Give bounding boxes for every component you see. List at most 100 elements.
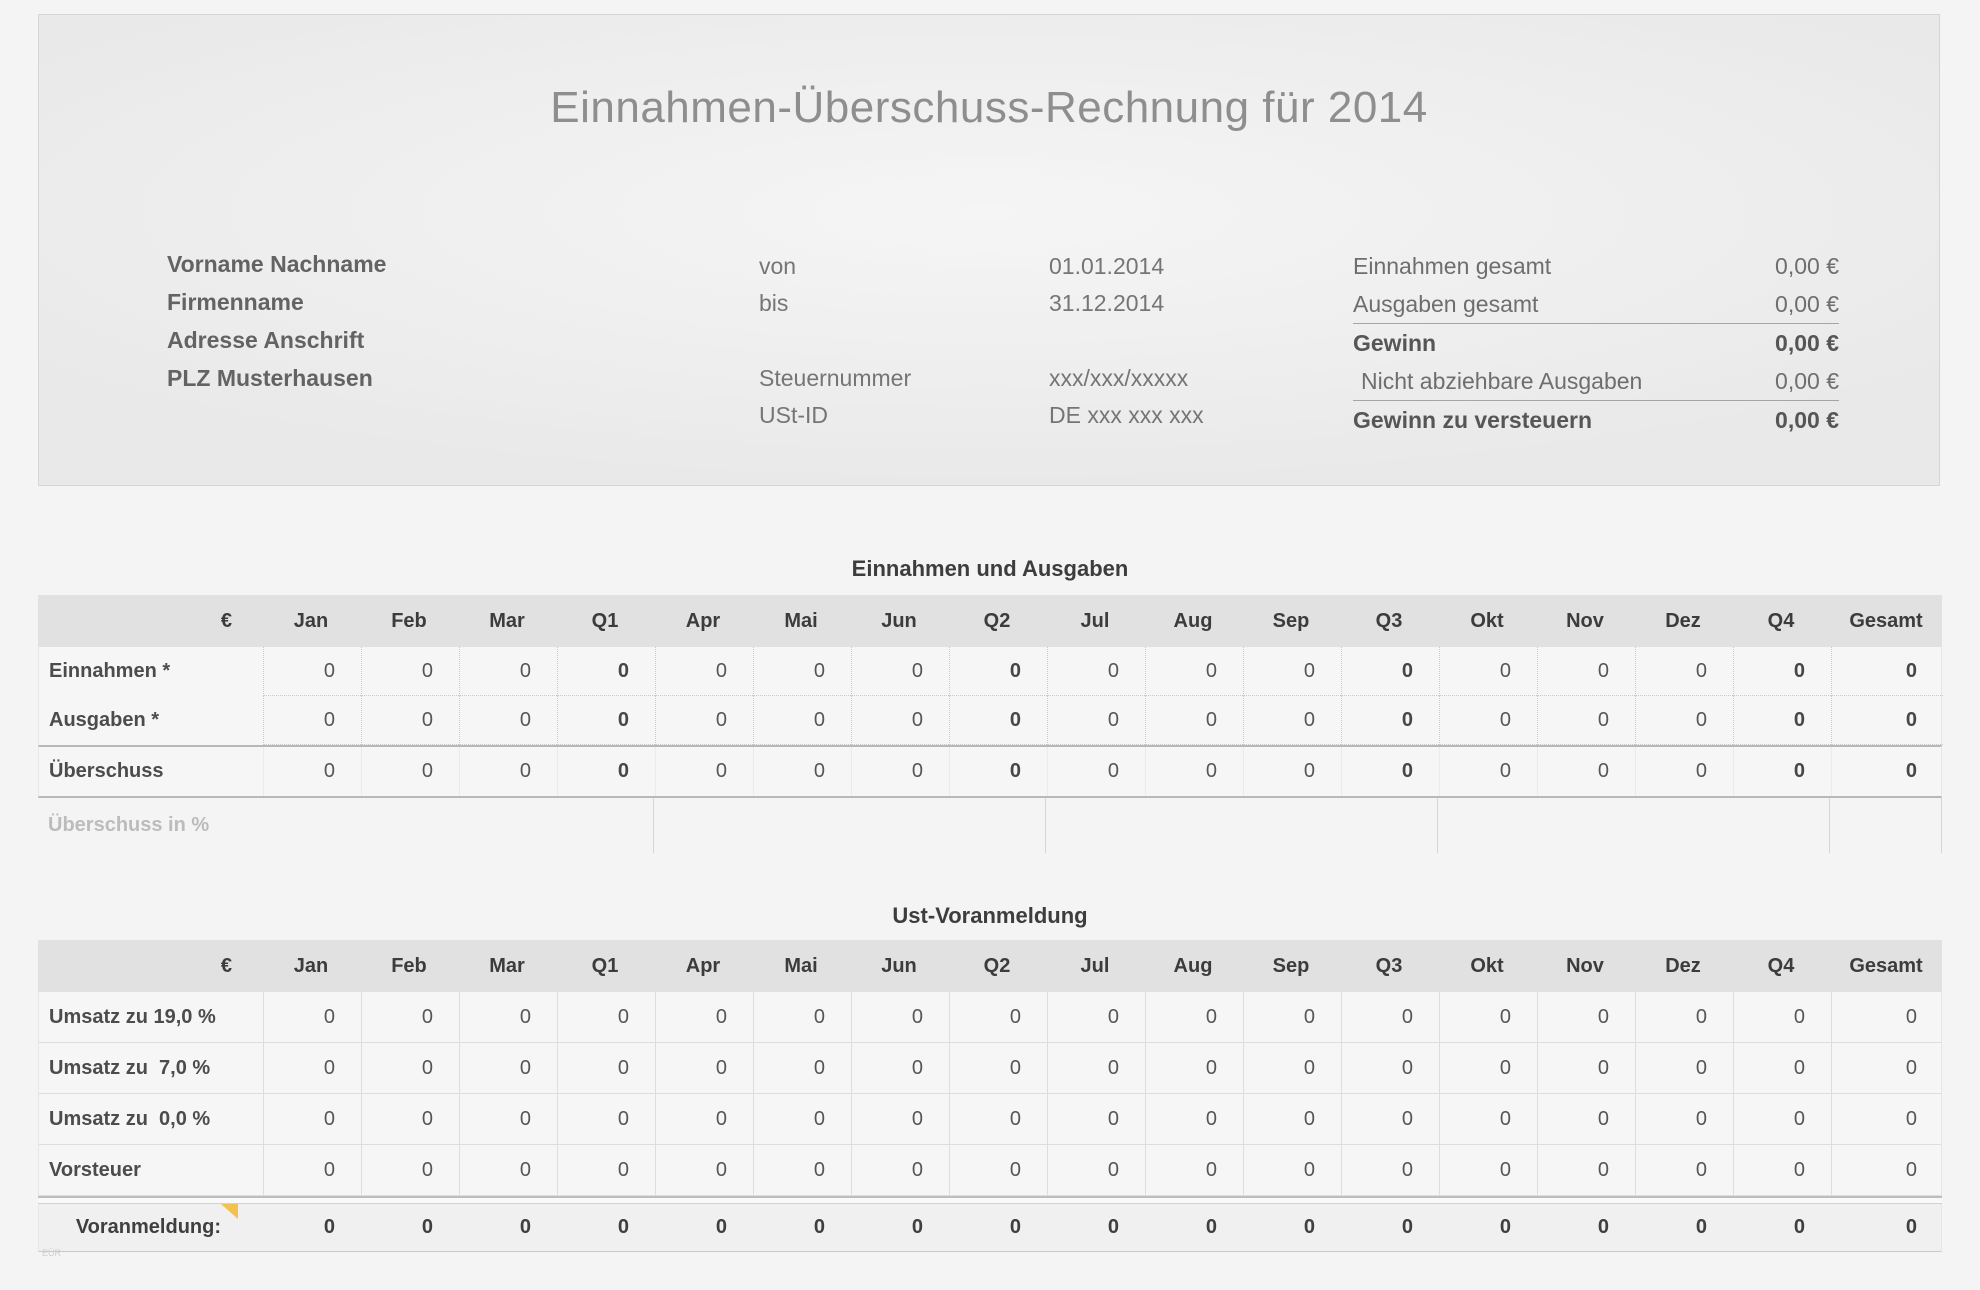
value-cell[interactable]: 0 — [361, 1043, 459, 1093]
row-label-cell[interactable]: Umsatz zu 7,0 % — [49, 1056, 211, 1079]
value-cell[interactable]: 0 — [949, 1094, 1047, 1144]
period-to-value[interactable]: 31.12.2014 — [1049, 290, 1165, 316]
value-cell[interactable]: 0 — [557, 1094, 655, 1144]
column-header-cell[interactable]: Mar — [489, 609, 525, 632]
value-cell[interactable] — [556, 798, 654, 853]
value-cell[interactable]: 0 — [1831, 992, 1943, 1042]
value-cell[interactable]: 0 — [851, 647, 949, 696]
value-cell[interactable]: 0 — [1831, 1094, 1943, 1144]
value-cell[interactable]: 0 — [1047, 992, 1145, 1042]
value-cell[interactable]: 0 — [655, 1145, 753, 1195]
column-header-cell[interactable]: Jun — [881, 609, 917, 632]
value-cell[interactable]: 0 — [655, 696, 753, 745]
value-cell[interactable]: 0 — [421, 1216, 433, 1238]
value-cell[interactable]: 0 — [1243, 696, 1341, 745]
value-cell[interactable]: 0 — [1831, 1145, 1943, 1195]
column-header-cell[interactable]: Jul — [1080, 609, 1110, 632]
column-header-cell[interactable]: Q3 — [1375, 609, 1403, 632]
value-cell[interactable]: 0 — [851, 1043, 949, 1093]
value-cell[interactable]: 0 — [1303, 1216, 1315, 1238]
column-header-cell[interactable]: Jun — [881, 954, 917, 977]
value-cell[interactable]: 0 — [361, 1094, 459, 1144]
value-cell[interactable]: 0 — [1047, 747, 1145, 796]
column-header-cell[interactable]: Nov — [1566, 609, 1604, 632]
value-cell[interactable] — [1634, 798, 1732, 853]
value-cell[interactable]: 0 — [459, 747, 557, 796]
value-cell[interactable]: 0 — [1793, 1216, 1805, 1238]
value-cell[interactable]: 0 — [949, 696, 1047, 745]
value-cell[interactable]: 0 — [1243, 647, 1341, 696]
column-header-cell[interactable]: Okt — [1470, 609, 1504, 632]
value-cell[interactable]: 0 — [1439, 992, 1537, 1042]
value-cell[interactable]: 0 — [1341, 1043, 1439, 1093]
value-cell[interactable]: 0 — [1537, 747, 1635, 796]
value-cell[interactable]: 0 — [1733, 992, 1831, 1042]
value-cell[interactable]: 0 — [1243, 992, 1341, 1042]
column-header-cell[interactable]: Mai — [784, 954, 818, 977]
value-cell[interactable]: 0 — [1341, 747, 1439, 796]
value-cell[interactable]: 0 — [851, 1145, 949, 1195]
value-cell[interactable]: 0 — [1537, 1145, 1635, 1195]
value-cell[interactable]: 0 — [1537, 992, 1635, 1042]
value-cell[interactable]: 0 — [459, 1043, 557, 1093]
value-cell[interactable]: 0 — [851, 747, 949, 796]
column-header-cell[interactable]: Apr — [685, 609, 721, 632]
value-cell[interactable]: 0 — [753, 1145, 851, 1195]
row-label-cell[interactable]: Umsatz zu 0,0 % — [49, 1107, 211, 1130]
column-header-cell[interactable]: Q2 — [983, 954, 1011, 977]
value-cell[interactable]: 0 — [1047, 696, 1145, 745]
column-header-cell[interactable]: Mai — [784, 609, 818, 632]
value-cell[interactable] — [458, 798, 556, 853]
value-cell[interactable]: 0 — [361, 1145, 459, 1195]
value-cell[interactable]: 0 — [1831, 696, 1943, 745]
value-cell[interactable]: 0 — [1537, 696, 1635, 745]
value-cell[interactable]: 0 — [263, 647, 361, 696]
value-cell[interactable] — [1144, 798, 1242, 853]
value-cell[interactable]: 0 — [1635, 696, 1733, 745]
column-header-cell[interactable]: € — [220, 954, 232, 977]
row-label-cell[interactable]: Überschuss — [49, 760, 164, 782]
value-cell[interactable]: 0 — [655, 747, 753, 796]
value-cell[interactable]: 0 — [1243, 1094, 1341, 1144]
value-cell[interactable]: 0 — [263, 992, 361, 1042]
value-cell[interactable] — [360, 798, 458, 853]
period-from-value[interactable]: 01.01.2014 — [1049, 253, 1165, 279]
value-cell[interactable]: 0 — [1341, 647, 1439, 696]
vat-id-value[interactable]: DE xxx xxx xxx — [1049, 402, 1204, 428]
value-cell[interactable]: 0 — [851, 696, 949, 745]
value-cell[interactable]: 0 — [851, 1094, 949, 1144]
value-cell[interactable]: 0 — [1635, 747, 1733, 796]
value-cell[interactable]: 0 — [263, 1145, 361, 1195]
value-cell[interactable]: 0 — [263, 1094, 361, 1144]
column-header-cell[interactable]: Mar — [489, 954, 525, 977]
row-label-cell[interactable]: Vorsteuer — [49, 1158, 141, 1181]
value-cell[interactable]: 0 — [1341, 1145, 1439, 1195]
value-cell[interactable]: 0 — [519, 1216, 531, 1238]
value-cell[interactable]: 0 — [557, 747, 655, 796]
value-cell[interactable]: 0 — [557, 647, 655, 696]
value-cell[interactable]: 0 — [715, 1216, 727, 1238]
value-cell[interactable]: 0 — [911, 1216, 923, 1238]
value-cell[interactable]: 0 — [1733, 1145, 1831, 1195]
column-header-cell[interactable]: € — [220, 609, 232, 632]
value-cell[interactable]: 0 — [361, 647, 459, 696]
identity-company[interactable]: Firmenname — [167, 289, 304, 315]
value-cell[interactable]: 0 — [753, 647, 851, 696]
column-header-cell[interactable]: Aug — [1173, 609, 1213, 632]
value-cell[interactable]: 0 — [617, 1216, 629, 1238]
value-cell[interactable]: 0 — [263, 747, 361, 796]
value-cell[interactable] — [1340, 798, 1438, 853]
value-cell[interactable] — [262, 798, 360, 853]
value-cell[interactable]: 0 — [1107, 1216, 1119, 1238]
value-cell[interactable]: 0 — [949, 647, 1047, 696]
value-cell[interactable] — [1242, 798, 1340, 853]
value-cell[interactable]: 0 — [1145, 1043, 1243, 1093]
identity-address[interactable]: Adresse Anschrift — [167, 327, 365, 353]
value-cell[interactable]: 0 — [1695, 1216, 1707, 1238]
value-cell[interactable]: 0 — [1145, 696, 1243, 745]
value-cell[interactable] — [948, 798, 1046, 853]
value-cell[interactable]: 0 — [1439, 696, 1537, 745]
value-cell[interactable]: 0 — [1831, 747, 1943, 796]
column-header-cell[interactable]: Gesamt — [1849, 954, 1923, 977]
value-cell[interactable]: 0 — [1145, 647, 1243, 696]
